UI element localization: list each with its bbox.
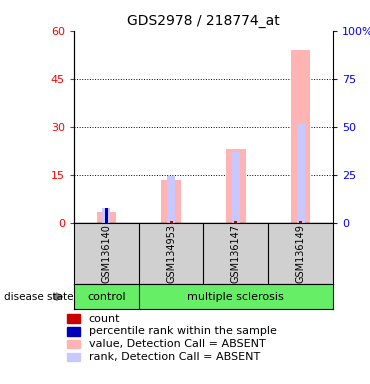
Bar [232, 152, 240, 223]
Bar [226, 149, 246, 223]
Text: count: count [89, 314, 120, 324]
Title: GDS2978 / 218774_at: GDS2978 / 218774_at [127, 14, 280, 28]
Bar [291, 50, 310, 223]
Text: value, Detection Call = ABSENT: value, Detection Call = ABSENT [89, 339, 266, 349]
Text: multiple sclerosis: multiple sclerosis [188, 291, 284, 302]
Text: percentile rank within the sample: percentile rank within the sample [89, 326, 277, 336]
Text: GSM134953: GSM134953 [166, 224, 176, 283]
Text: GSM136149: GSM136149 [296, 224, 306, 283]
Bar [299, 222, 302, 223]
Text: disease state: disease state [4, 291, 73, 302]
Text: GSM136140: GSM136140 [101, 224, 111, 283]
Bar [97, 212, 116, 223]
Bar [105, 208, 108, 223]
Bar [102, 208, 110, 223]
Bar [105, 216, 108, 223]
Bar [167, 176, 175, 223]
Bar [297, 124, 305, 223]
Text: control: control [87, 291, 126, 302]
Bar [234, 222, 238, 223]
Bar [169, 222, 173, 223]
Text: GSM136147: GSM136147 [231, 224, 241, 283]
Bar [161, 180, 181, 223]
Text: rank, Detection Call = ABSENT: rank, Detection Call = ABSENT [89, 352, 260, 362]
